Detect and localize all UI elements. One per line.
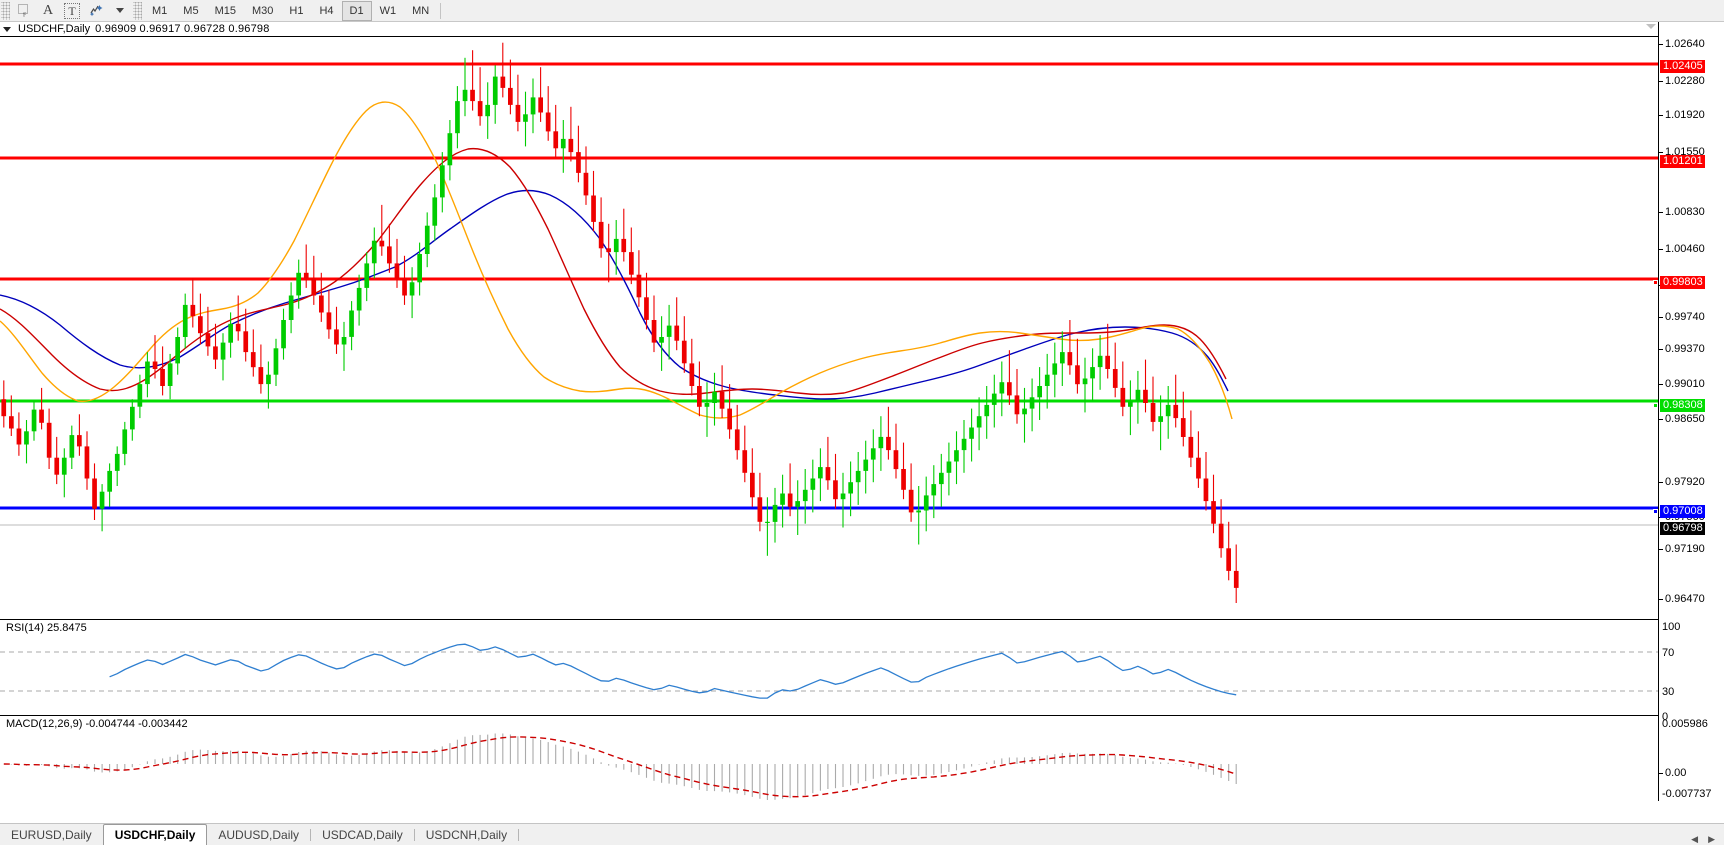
- timeframe-h1[interactable]: H1: [289, 4, 304, 17]
- timeframe-h4[interactable]: H4: [319, 4, 334, 17]
- macd-pane[interactable]: MACD(12,26,9) -0.004744 -0.003442: [0, 715, 1659, 801]
- text-label-icon[interactable]: A: [42, 2, 54, 18]
- chart-tab-bar: EURUSD,Daily USDCHF,Daily AUDUSD,Daily U…: [0, 823, 1724, 845]
- timeframe-m5[interactable]: M5: [183, 4, 199, 17]
- price-tag-resistance-1: 1.02405: [1660, 60, 1705, 73]
- tab-scroll-controls: ◀ ▶: [1686, 834, 1724, 845]
- chart-tab-audusd[interactable]: AUDUSD,Daily: [218, 828, 300, 842]
- timeframe-w1[interactable]: W1: [379, 4, 397, 17]
- price-tag-support-green: 0.98308: [1653, 399, 1705, 412]
- price-tick: 1.01920: [1665, 109, 1705, 121]
- rsi-tick: 0: [1662, 711, 1669, 723]
- price-tick: 0.97190: [1665, 543, 1705, 555]
- toolbar-separator: [440, 2, 442, 19]
- timeframe-toolbar-grip[interactable]: [133, 1, 142, 20]
- macd-signal-line: [3, 736, 1237, 798]
- ma-slow-line: [0, 189, 1229, 400]
- price-tick: 1.00460: [1665, 243, 1705, 255]
- price-tag-resistance-2: 1.01201: [1660, 155, 1705, 168]
- chart-header: USDCHF,Daily 0.96909 0.96917 0.96728 0.9…: [0, 22, 1659, 37]
- price-tick: 1.00830: [1665, 206, 1705, 218]
- price-tick: 0.96470: [1665, 593, 1705, 605]
- price-pane[interactable]: [0, 37, 1659, 619]
- chart-window: USDCHF,Daily 0.96909 0.96917 0.96728 0.9…: [0, 22, 1724, 845]
- tab-divider: [518, 828, 520, 841]
- chart-shift-marker-icon[interactable]: [1646, 24, 1656, 29]
- crosshair-icon[interactable]: F: [12, 1, 36, 21]
- timeframe-mn[interactable]: MN: [412, 4, 430, 17]
- rsi-tick: 30: [1662, 686, 1675, 698]
- text-box-icon[interactable]: T: [60, 1, 84, 21]
- rsi-tick: 100: [1662, 621, 1681, 633]
- price-tick: 0.99370: [1665, 343, 1705, 355]
- candlestick-series: [1, 42, 1239, 603]
- chart-tab-usdcnh[interactable]: USDCNH,Daily: [425, 828, 508, 842]
- price-tick: 0.99010: [1665, 378, 1705, 390]
- rsi-pane[interactable]: RSI(14) 25.8475: [0, 619, 1659, 715]
- svg-text:F: F: [23, 13, 27, 18]
- chart-tab-usdchf[interactable]: USDCHF,Daily: [102, 824, 208, 845]
- timeframe-m1[interactable]: M1: [152, 4, 168, 17]
- tab-scroll-left-icon[interactable]: ◀: [1691, 834, 1699, 844]
- price-tick: 0.97920: [1665, 476, 1705, 488]
- toolbar-grip[interactable]: [1, 1, 10, 20]
- macd-tick: 0.00: [1665, 767, 1687, 779]
- macd-chart-svg: [3, 733, 1237, 800]
- rsi-indicator-label: RSI(14) 25.8475: [4, 622, 89, 634]
- indicators-dropdown-icon[interactable]: [108, 1, 132, 21]
- tab-scroll-right-icon[interactable]: ▶: [1708, 834, 1715, 844]
- rsi-chart-svg: [0, 643, 1659, 699]
- price-tag-last-price: 0.96798: [1660, 522, 1705, 535]
- price-tick: 1.02640: [1665, 38, 1705, 50]
- chart-tab-eurusd[interactable]: EURUSD,Daily: [11, 828, 92, 842]
- price-tag-support-blue: 0.97008: [1653, 505, 1705, 518]
- macd-tick: 0.005986: [1662, 718, 1708, 730]
- price-tick: 0.99740: [1665, 311, 1705, 323]
- price-chart-svg: [0, 42, 1659, 603]
- indicators-icon[interactable]: [84, 1, 108, 21]
- price-tag-resistance-3: 0.99803: [1653, 276, 1705, 289]
- ma-fast-line: [0, 101, 1233, 420]
- macd-histogram: [10, 733, 1237, 800]
- price-tick: 1.01550: [1665, 146, 1705, 158]
- rsi-line: [109, 643, 1237, 699]
- chart-tab-usdcad[interactable]: USDCAD,Daily: [322, 828, 403, 842]
- chart-menu-caret-icon[interactable]: [3, 26, 11, 32]
- macd-tick: -0.007737: [1662, 788, 1712, 800]
- price-tick: 0.98650: [1665, 413, 1705, 425]
- rsi-tick: 70: [1662, 647, 1675, 659]
- price-tick: 1.02280: [1665, 75, 1705, 87]
- timeframe-d1[interactable]: D1: [341, 0, 372, 21]
- chart-toolbar: F A T M1 M5 M15 M30 H1 H4 D1 W1 MN: [0, 0, 1724, 22]
- chart-symbol-label: USDCHF,Daily: [18, 23, 91, 35]
- macd-indicator-label: MACD(12,26,9) -0.004744 -0.003442: [4, 718, 190, 730]
- chart-ohlc-values: 0.96909 0.96917 0.96728 0.96798: [95, 23, 270, 35]
- tab-divider: [310, 828, 312, 841]
- price-scale[interactable]: 1.02640 1.02280 1.01920 1.01550 1.00830 …: [1653, 22, 1724, 801]
- ma-mid-line: [0, 147, 1227, 396]
- tab-divider: [413, 828, 415, 841]
- timeframe-m15[interactable]: M15: [214, 4, 236, 17]
- timeframe-m30[interactable]: M30: [251, 4, 274, 17]
